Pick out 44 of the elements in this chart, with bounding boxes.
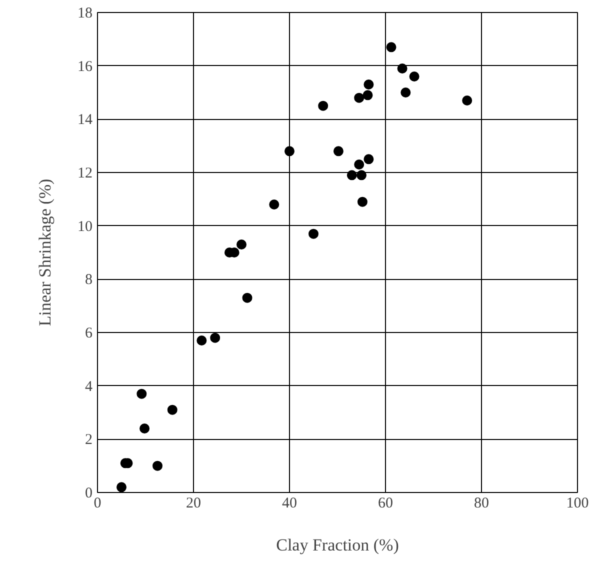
point [357,196,368,207]
y-axis-title: Linear Shrinkage (%) [36,178,54,326]
point [167,404,178,415]
point [210,332,220,343]
point [356,170,366,180]
y-tick-label: 10 [78,218,92,235]
point [196,336,207,346]
x-tick-label: 80 [474,496,489,512]
point [116,482,126,492]
point [269,200,280,210]
point [364,80,374,90]
point [242,292,252,303]
point [140,424,150,434]
point [346,170,357,180]
point [397,64,408,74]
x-tick-label: 100 [566,496,589,512]
y-tick-label: 18 [78,6,92,22]
point [333,146,344,156]
point [236,240,246,250]
point [136,388,147,399]
point [364,154,374,164]
point [362,90,373,100]
y-tick-label: 12 [78,166,92,182]
x-axis-title: Clay Fraction (%) [276,536,399,554]
y-tick-label: 4 [85,378,93,395]
x-tick-label: 20 [186,496,201,512]
point [284,146,294,156]
y-tick-label: 14 [78,112,93,128]
y-tick-label: 6 [85,326,93,342]
point [354,160,364,170]
y-tick-label: 2 [85,432,92,448]
point [318,100,328,111]
point [462,96,472,106]
point [354,92,364,103]
y-tick-label: 16 [78,58,93,75]
x-tick-label: 40 [282,496,297,512]
x-tick-label: 60 [378,496,393,512]
y-tick-label: 8 [85,272,92,288]
y-tick-label: 0 [85,486,92,502]
point [400,88,411,98]
point [308,228,318,239]
point [386,42,396,52]
point [409,72,420,82]
point [152,460,162,471]
